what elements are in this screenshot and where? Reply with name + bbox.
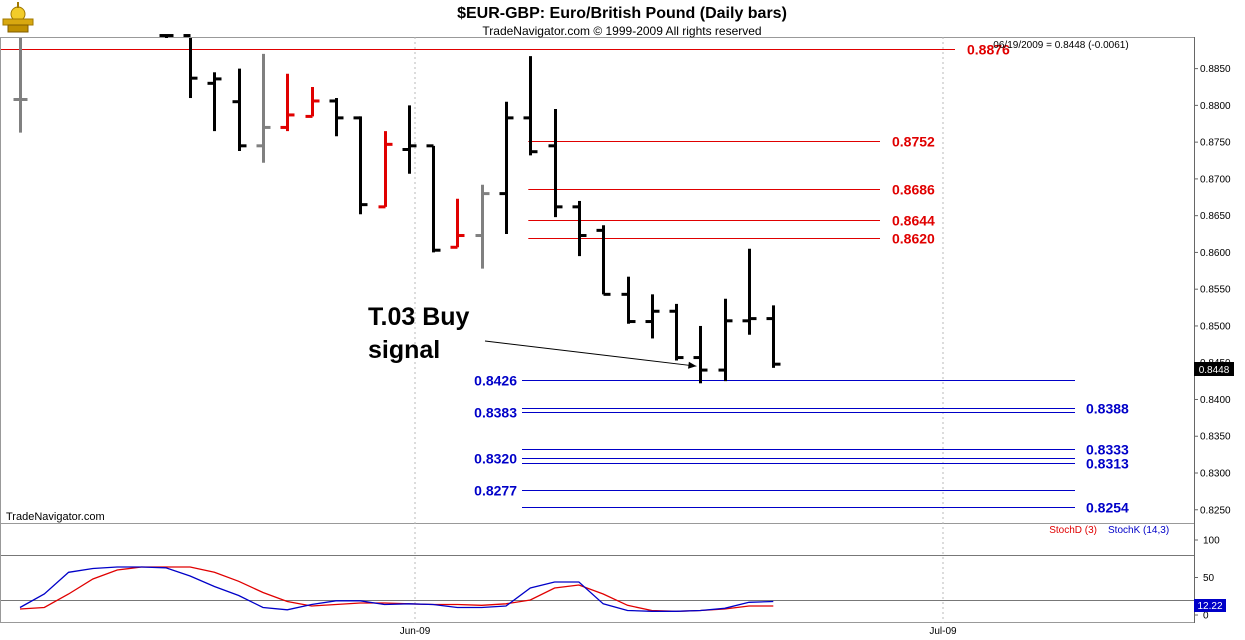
ohlc-bar (13, 38, 28, 133)
ohlc-bar (596, 225, 611, 296)
ohlc-bar (256, 53, 271, 163)
last-price-label: 0.8448 (1199, 365, 1230, 376)
support-label: 0.8277 (474, 483, 517, 499)
last-bar-info: 06/19/2009 = 0.8448 (-0.0061) (993, 40, 1128, 51)
y-tick-label: 0.8650 (1200, 211, 1231, 222)
ohlc-bar (378, 131, 393, 209)
ohlc-bar (742, 248, 757, 335)
stoch-last-tag (1194, 599, 1226, 612)
ohlc-bar (159, 34, 174, 38)
x-tick-label-jun: Jun-09 (400, 626, 431, 637)
ohlc-bar (329, 98, 344, 137)
y-tick-label: 0.8800 (1200, 101, 1231, 112)
annotation-arrow (484, 340, 697, 367)
ohlc-bar (305, 86, 320, 118)
ohlc-bar (207, 72, 222, 132)
resistance-label: 0.8644 (892, 213, 935, 229)
price-panel-frame (0, 37, 1195, 524)
ohlc-bar (183, 34, 198, 99)
ohlc-bar (669, 303, 684, 361)
ohlc-bar (572, 200, 587, 257)
y-tick-label: 0.8350 (1200, 432, 1231, 443)
ohlc-bar (766, 305, 781, 368)
ohlc-bar (450, 198, 465, 249)
ohlc-bar (621, 276, 636, 324)
y-tick-label: 0.8550 (1200, 285, 1231, 296)
resistance-label: 0.8752 (892, 134, 935, 150)
ohlc-bar (232, 68, 247, 151)
stoch-y-tick-label: 0 (1203, 611, 1209, 622)
watermark: TradeNavigator.com (6, 511, 105, 523)
ohlc-bar (548, 109, 563, 218)
y-tick-label: 0.8400 (1200, 395, 1231, 406)
stoch-last-label: 12.22 (1197, 601, 1222, 612)
ohlc-bar (718, 298, 733, 382)
trade-navigator-logo-icon (2, 2, 34, 33)
y-tick-label: 0.8250 (1200, 505, 1231, 516)
ohlc-bar (523, 56, 538, 156)
resistance-label: 0.8876 (967, 42, 1010, 58)
y-tick-label: 0.8750 (1200, 138, 1231, 149)
ohlc-bar (280, 73, 295, 132)
chart-subtitle: TradeNavigator.com © 1999-2009 All right… (482, 24, 761, 38)
ohlc-bar (353, 116, 368, 215)
y-tick-label: 0.8500 (1200, 321, 1231, 332)
support-label: 0.8388 (1086, 401, 1129, 417)
y-tick-label: 0.8850 (1200, 64, 1231, 75)
y-tick-label: 0.8600 (1200, 248, 1231, 259)
resistance-label: 0.8686 (892, 182, 935, 198)
ohlc-bar (402, 105, 417, 174)
ohlc-bar (693, 325, 708, 384)
stoch-y-tick-label: 100 (1203, 536, 1220, 547)
resistance-label: 0.8620 (892, 231, 935, 247)
support-label: 0.8333 (1086, 442, 1129, 458)
ohlc-bar (426, 144, 441, 253)
support-label: 0.8426 (474, 373, 517, 389)
y-tick-label: 0.8700 (1200, 174, 1231, 185)
support-label: 0.8313 (1086, 456, 1129, 472)
ohlc-bar (645, 294, 660, 339)
support-label: 0.8383 (474, 405, 517, 421)
annotation-line-2: signal (368, 336, 440, 364)
x-tick-label-jul: Jul-09 (929, 626, 957, 637)
y-tick-label: 0.8300 (1200, 469, 1231, 480)
ohlc-bar (475, 184, 490, 269)
annotation-line-1: T.03 Buy (368, 303, 470, 331)
chart-title: $EUR-GBP: Euro/British Pound (Daily bars… (457, 5, 787, 22)
annotation-arrowhead (688, 361, 697, 369)
ohlc-bar (499, 101, 514, 235)
last-price-tag (1194, 362, 1234, 376)
support-label: 0.8320 (474, 451, 517, 467)
stoch-y-tick-label: 50 (1203, 573, 1215, 584)
legend-stochd: StochD (3) (1049, 525, 1097, 536)
legend-stochk: StochK (14,3) (1108, 525, 1169, 536)
stoch-k-line (19, 566, 774, 612)
support-label: 0.8254 (1086, 500, 1129, 516)
